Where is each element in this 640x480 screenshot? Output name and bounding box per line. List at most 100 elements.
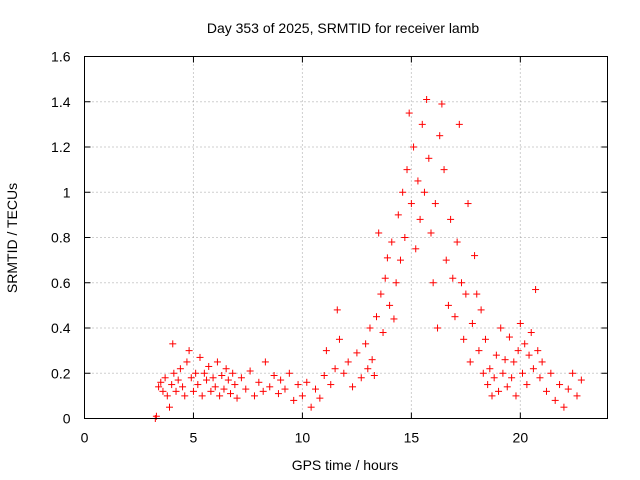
data-point xyxy=(357,374,365,382)
data-point xyxy=(183,358,191,366)
y-tick-label: 0.2 xyxy=(51,365,71,381)
data-point xyxy=(444,301,452,309)
y-axis-label: SRMTID / TECUs xyxy=(4,183,20,293)
data-point xyxy=(508,374,516,382)
data-point xyxy=(237,374,245,382)
x-tick-label: 15 xyxy=(404,430,420,446)
data-point xyxy=(499,369,507,377)
data-point xyxy=(176,365,184,373)
data-point xyxy=(218,372,226,380)
data-point xyxy=(231,381,239,389)
data-point xyxy=(333,306,341,314)
data-point xyxy=(492,351,500,359)
data-point xyxy=(335,335,343,343)
data-point xyxy=(222,365,230,373)
data-point xyxy=(196,353,204,361)
data-point xyxy=(179,383,187,391)
data-point xyxy=(471,252,479,260)
data-point xyxy=(486,365,494,373)
data-point xyxy=(390,315,398,323)
x-tick-label: 5 xyxy=(190,430,198,446)
x-tick-label: 10 xyxy=(295,430,311,446)
data-point xyxy=(211,383,219,391)
data-point xyxy=(488,392,496,400)
data-point xyxy=(259,387,267,395)
data-point xyxy=(170,369,178,377)
y-tick-label: 0.6 xyxy=(51,275,71,291)
data-point xyxy=(425,154,433,162)
data-point xyxy=(331,365,339,373)
data-point xyxy=(155,383,163,391)
data-point xyxy=(536,374,544,382)
data-point xyxy=(322,347,330,355)
data-point xyxy=(187,374,195,382)
data-point xyxy=(307,403,315,411)
data-point xyxy=(423,95,431,103)
data-points xyxy=(151,95,585,422)
data-point xyxy=(451,313,459,321)
data-point xyxy=(447,215,455,223)
data-point xyxy=(366,324,374,332)
data-point xyxy=(514,347,522,355)
data-point xyxy=(475,347,483,355)
data-point xyxy=(198,392,206,400)
data-point xyxy=(479,369,487,377)
data-point xyxy=(436,132,444,140)
data-point xyxy=(377,290,385,298)
data-point xyxy=(229,369,237,377)
data-point xyxy=(386,301,394,309)
data-point xyxy=(495,387,503,395)
data-point xyxy=(418,120,426,128)
data-point xyxy=(194,381,202,389)
data-point xyxy=(414,177,422,185)
data-point xyxy=(163,392,171,400)
data-point xyxy=(577,376,585,384)
data-point xyxy=(468,319,476,327)
x-tick-label: 20 xyxy=(513,430,529,446)
data-point xyxy=(189,387,197,395)
data-point xyxy=(403,166,411,174)
data-point xyxy=(429,279,437,287)
data-point xyxy=(412,245,420,253)
data-point xyxy=(379,329,387,337)
data-point xyxy=(203,376,211,384)
data-point xyxy=(200,369,208,377)
data-point xyxy=(250,392,258,400)
y-tick-label: 1 xyxy=(63,184,71,200)
data-point xyxy=(569,369,577,377)
axis-ticks: 0 0.2 0.4 0.6 0.8 1 1.2 1.4 1.6 0 5 10 15 20 xyxy=(51,49,608,446)
data-point xyxy=(440,166,448,174)
data-point xyxy=(477,306,485,314)
data-point xyxy=(484,381,492,389)
data-point xyxy=(344,358,352,366)
data-point xyxy=(519,369,527,377)
data-point xyxy=(527,329,535,337)
data-point xyxy=(161,374,169,382)
data-point xyxy=(512,392,520,400)
data-point xyxy=(192,369,200,377)
y-tick-label: 0.8 xyxy=(51,230,71,246)
data-point xyxy=(157,378,165,386)
y-tick-label: 1.6 xyxy=(51,49,71,65)
y-tick-label: 0.4 xyxy=(51,320,71,336)
data-point xyxy=(216,392,224,400)
data-point xyxy=(455,120,463,128)
data-point xyxy=(168,381,176,389)
data-point xyxy=(464,200,472,208)
data-point xyxy=(270,372,278,380)
data-point xyxy=(497,324,505,332)
data-point xyxy=(510,358,518,366)
data-point xyxy=(298,392,306,400)
data-point xyxy=(181,392,189,400)
data-point xyxy=(449,274,457,282)
data-point xyxy=(460,335,468,343)
data-point xyxy=(303,378,311,386)
data-point xyxy=(246,367,254,375)
data-point xyxy=(427,229,435,237)
data-point xyxy=(434,324,442,332)
data-point xyxy=(388,238,396,246)
data-point xyxy=(410,143,418,151)
data-point xyxy=(169,340,177,348)
data-point xyxy=(416,215,424,223)
